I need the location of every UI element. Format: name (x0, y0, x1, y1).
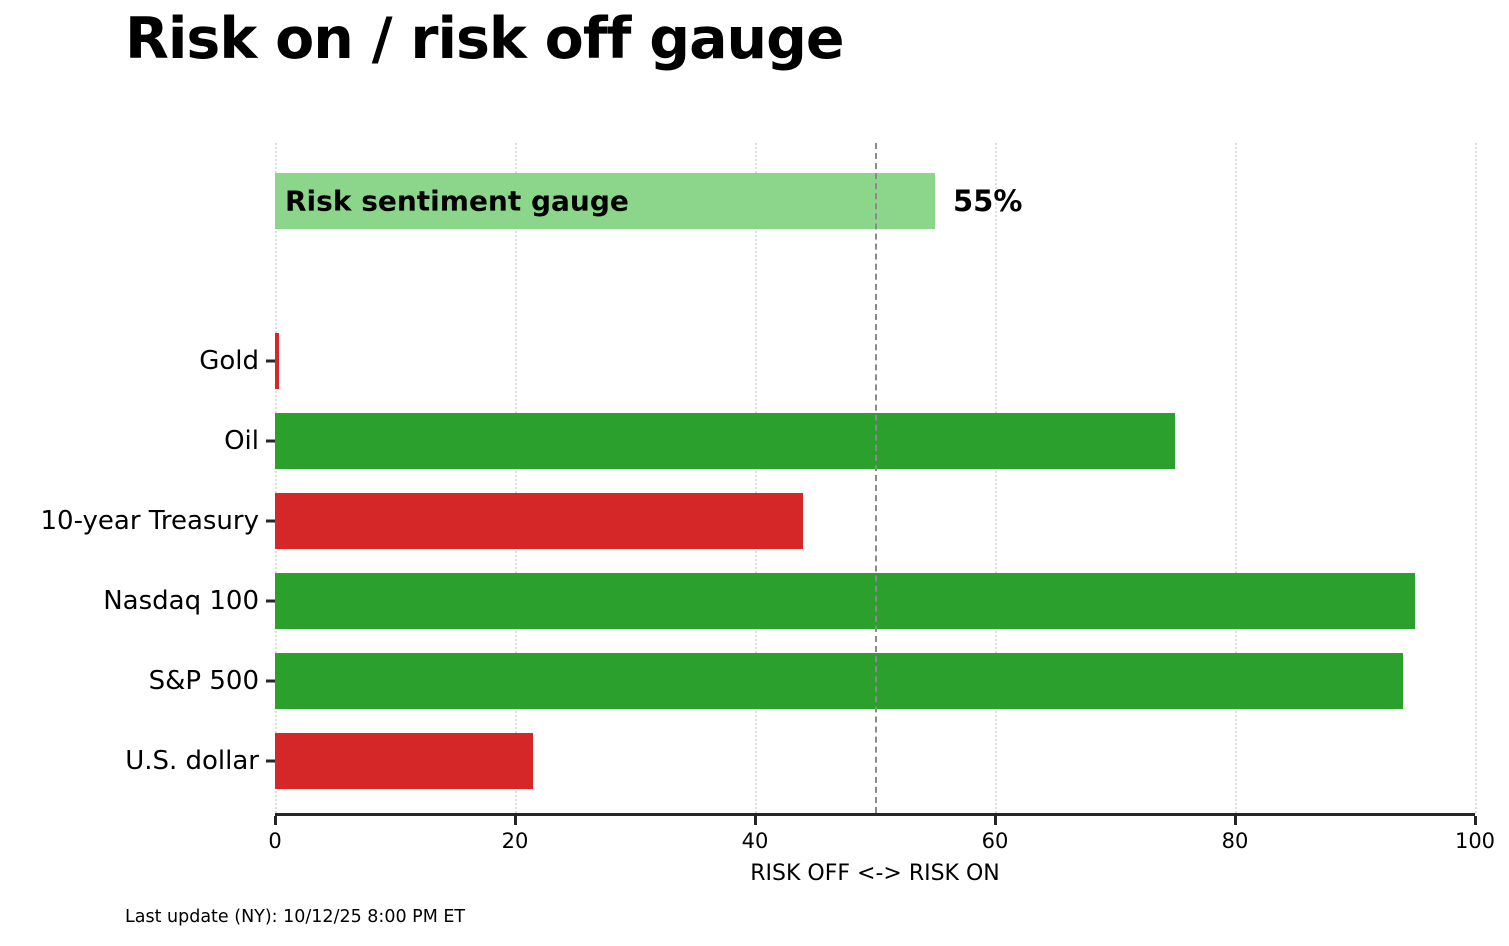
row-u-s-dollar: U.S. dollar (125, 721, 1475, 801)
x-axis-label: RISK OFF <-> RISK ON (750, 861, 1000, 886)
bar-oil (275, 413, 1175, 469)
row-oil: Oil (224, 401, 1475, 481)
bar-risk-sentiment-gauge (275, 173, 935, 229)
category-label: 10-year Treasury (40, 506, 260, 536)
gridline-20 (515, 143, 517, 813)
row-s-p-500: S&P 500 (149, 641, 1475, 721)
plot-area: Risk sentiment gauge 55% Gold Oil 10-year … (41, 143, 1495, 886)
bar-10-year-treasury (275, 493, 803, 549)
bar-nasdaq-100 (275, 573, 1415, 629)
gridline-60 (995, 143, 997, 813)
x-tick-20 (514, 816, 517, 825)
y-tick (266, 599, 275, 603)
row-gold: Gold (199, 321, 1475, 401)
midline-50 (875, 143, 877, 813)
gridline-100 (1475, 143, 1477, 813)
last-update-note: Last update (NY): 10/12/25 8:00 PM ET (125, 907, 466, 927)
category-label: S&P 500 (148, 666, 259, 696)
gauge-value-label: 55% (953, 184, 1023, 218)
x-tick-60 (994, 816, 997, 825)
bar-gold (275, 333, 279, 389)
gridline-40 (755, 143, 757, 813)
gauge-label: Risk sentiment gauge (285, 184, 629, 218)
x-tick-label-60: 60 (981, 829, 1009, 853)
category-label: Oil (224, 426, 259, 456)
x-tick-label-20: 20 (501, 829, 529, 853)
category-label: Nasdaq 100 (103, 586, 259, 616)
y-tick (266, 679, 275, 683)
chart-title: Risk on / risk off gauge (125, 6, 845, 72)
x-tick-40 (754, 816, 757, 825)
gauge-row: Risk sentiment gauge 55% (275, 161, 1475, 241)
gridline-0 (275, 143, 277, 813)
x-tick-label-100: 100 (1454, 829, 1496, 853)
x-tick-label-40: 40 (741, 829, 769, 853)
y-tick (266, 359, 275, 363)
bar-s-p-500 (275, 653, 1403, 709)
category-label: U.S. dollar (125, 746, 259, 776)
row-nasdaq-100: Nasdaq 100 (103, 561, 1475, 641)
y-tick (266, 439, 275, 443)
x-tick-100 (1474, 816, 1477, 825)
row-10-year-treasury: 10-year Treasury (41, 481, 1475, 561)
y-tick (266, 519, 275, 523)
bar-u-s-dollar (275, 733, 533, 789)
y-tick (266, 759, 275, 763)
x-tick-0 (274, 816, 277, 825)
x-tick-label-80: 80 (1221, 829, 1249, 853)
gridline-80 (1235, 143, 1237, 813)
x-tick-80 (1234, 816, 1237, 825)
category-label: Gold (199, 346, 259, 376)
x-tick-label-0: 0 (268, 829, 282, 853)
